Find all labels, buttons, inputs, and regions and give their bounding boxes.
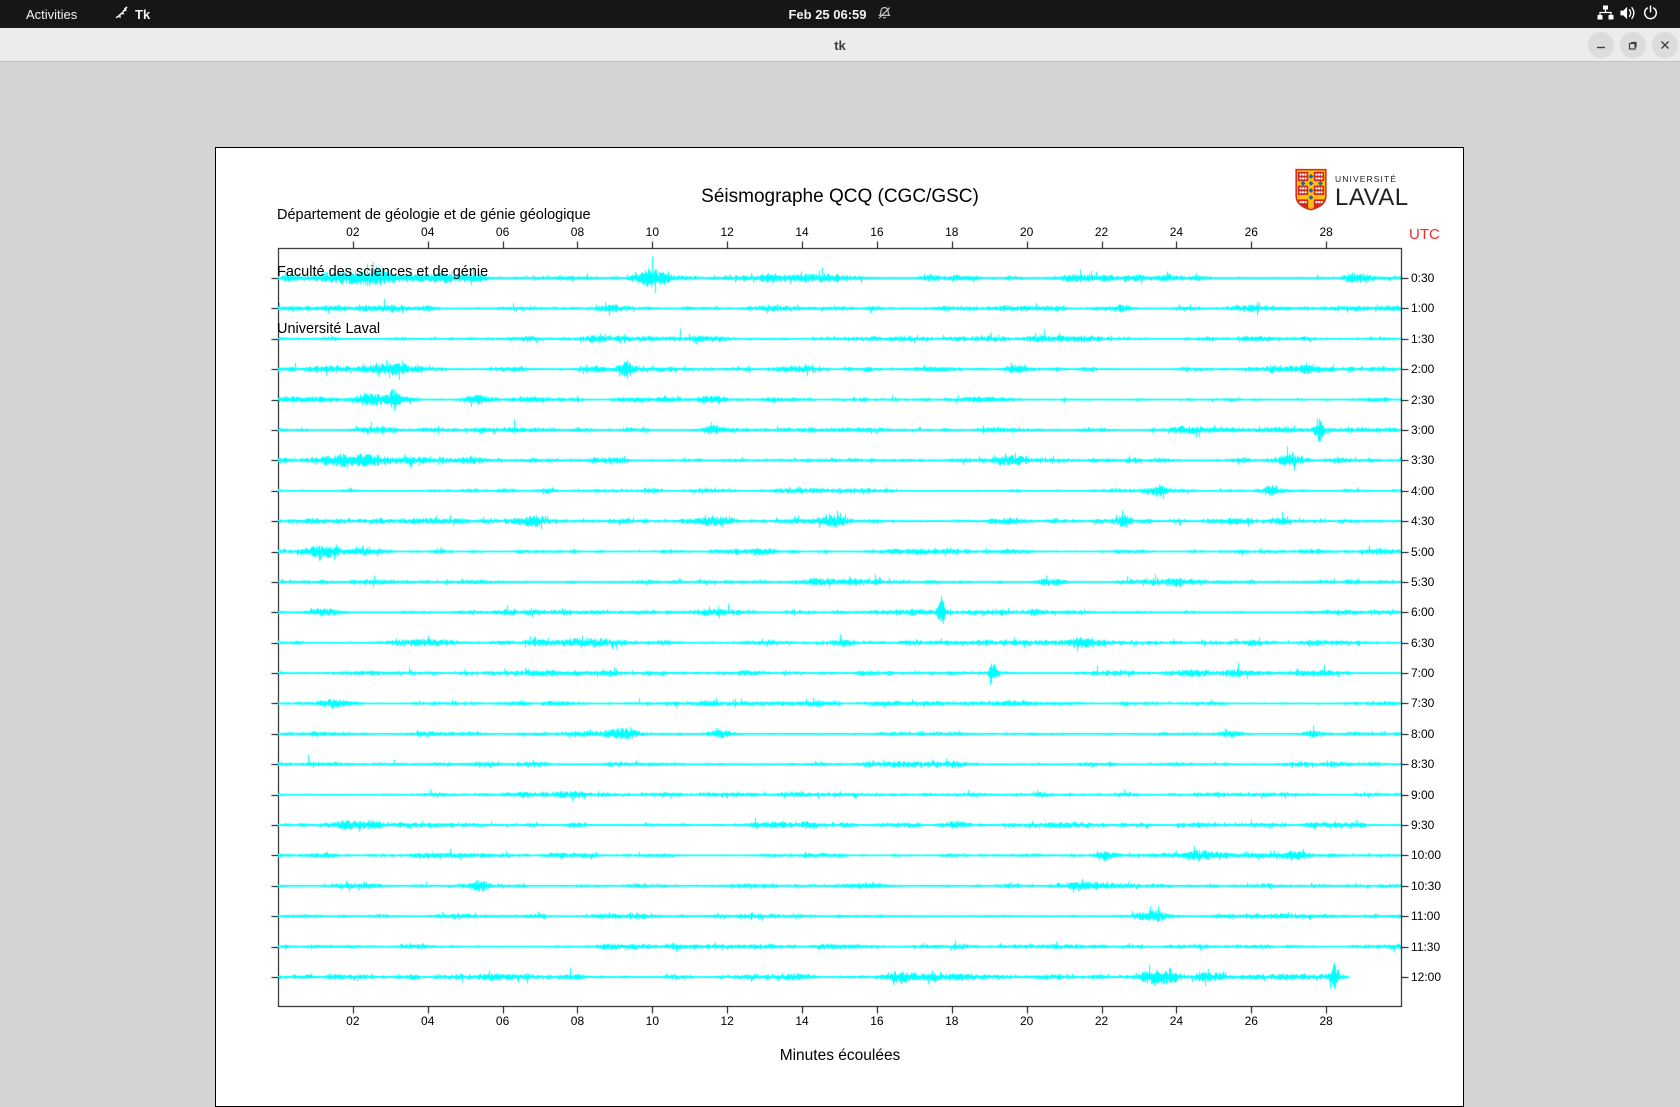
utc-time-label: 9:00: [1411, 787, 1435, 802]
utc-time-label: 1:00: [1411, 301, 1435, 316]
logo-universite-label: UNIVERSITÉ: [1335, 174, 1398, 185]
x-tick-label-top: 24: [1169, 225, 1184, 239]
x-tick-label-top: 16: [870, 225, 884, 239]
utc-time-label: 3:00: [1411, 422, 1435, 437]
clock-button[interactable]: Feb 25 06:59: [788, 6, 891, 23]
app-indicator-label: Tk: [135, 6, 151, 22]
utc-label: UTC: [1409, 226, 1440, 243]
power-icon: [1643, 5, 1658, 23]
utc-time-label: 2:00: [1411, 362, 1435, 377]
logo-laval-label: LAVAL: [1335, 183, 1409, 211]
department-header: Département de géologie et de génie géol…: [277, 168, 591, 377]
utc-time-label: 12:00: [1411, 969, 1442, 984]
x-tick-label-top: 10: [645, 225, 660, 239]
helicorder-trace-plot: [216, 148, 1464, 1106]
x-tick-label-top: 18: [945, 225, 959, 239]
laval-crest-icon: [1294, 168, 1328, 217]
activities-label: Activities: [26, 6, 78, 22]
x-tick-label-bottom: 04: [421, 1014, 435, 1028]
utc-time-label: 10:30: [1411, 878, 1442, 893]
utc-time-label: 11:00: [1411, 909, 1441, 924]
app-indicator-tk[interactable]: Tk: [106, 0, 158, 28]
clock-area: Feb 25 06:59: [0, 0, 1680, 28]
utc-time-label: 5:30: [1411, 574, 1435, 589]
window-titlebar[interactable]: tk: [0, 28, 1680, 62]
x-tick-label-bottom: 06: [495, 1014, 510, 1028]
x-tick-label-top: 02: [346, 225, 360, 239]
x-tick-label-bottom: 02: [346, 1014, 360, 1028]
seismograph-canvas-area: Département de géologie et de génie géol…: [215, 147, 1464, 1107]
utc-time-label: 0:30: [1411, 271, 1435, 285]
utc-time-label: 8:00: [1411, 726, 1435, 741]
plot-title: Séismographe QCQ (CGC/GSC): [701, 186, 979, 207]
header-line-1: Département de géologie et de génie géol…: [277, 207, 591, 223]
tk-window-body: Département de géologie et de génie géol…: [0, 62, 1680, 1107]
tk-feather-icon: [114, 5, 129, 23]
x-tick-label-top: 28: [1319, 225, 1333, 239]
x-tick-label-top: 06: [495, 225, 510, 239]
utc-time-label: 5:00: [1411, 544, 1435, 559]
header-line-3: Université Laval: [277, 321, 381, 337]
utc-time-label: 6:00: [1411, 605, 1435, 620]
maximize-button[interactable]: [1620, 32, 1646, 58]
x-tick-label-bottom: 12: [720, 1014, 734, 1028]
x-tick-label-bottom: 26: [1244, 1014, 1258, 1028]
utc-time-label: 10:00: [1411, 848, 1442, 863]
x-tick-label-top: 14: [795, 225, 809, 239]
x-tick-label-bottom: 18: [945, 1014, 959, 1028]
x-tick-label-top: 08: [570, 225, 585, 239]
x-tick-label-bottom: 28: [1319, 1014, 1333, 1028]
close-button[interactable]: [1652, 32, 1678, 58]
window-title: tk: [834, 37, 846, 53]
x-tick-label-bottom: 14: [795, 1014, 809, 1028]
x-tick-label-bottom: 16: [870, 1014, 884, 1028]
utc-time-label: 6:30: [1411, 635, 1435, 650]
utc-time-label: 8:30: [1411, 757, 1435, 772]
universite-laval-logo: UNIVERSITÉ LAVAL: [1294, 168, 1409, 217]
minimize-button[interactable]: [1588, 32, 1614, 58]
utc-time-label: 2:30: [1411, 392, 1435, 407]
utc-time-label: 3:30: [1411, 453, 1435, 468]
volume-icon: [1620, 6, 1637, 23]
x-tick-label-top: 04: [421, 225, 435, 239]
utc-time-label: 11:30: [1411, 939, 1441, 954]
x-tick-label-bottom: 08: [570, 1014, 585, 1028]
activities-button[interactable]: Activities: [16, 0, 87, 28]
x-tick-label-top: 20: [1019, 225, 1034, 239]
utc-time-label: 4:00: [1411, 483, 1435, 498]
utc-time-label: 1:30: [1411, 331, 1435, 346]
x-tick-label-top: 26: [1244, 225, 1258, 239]
utc-time-label: 7:30: [1411, 696, 1435, 711]
x-tick-label-bottom: 24: [1169, 1014, 1184, 1028]
x-tick-label-top: 12: [720, 225, 734, 239]
utc-time-label: 7:00: [1411, 666, 1435, 681]
header-line-2: Faculté des sciences et de génie: [277, 264, 489, 280]
system-status-area[interactable]: [1589, 0, 1666, 28]
notifications-muted-icon: [877, 6, 892, 23]
utc-time-label: 4:30: [1411, 514, 1435, 529]
gnome-top-bar: Activities Tk Feb 25 06:59: [0, 0, 1680, 28]
x-tick-label-top: 22: [1094, 225, 1109, 239]
x-tick-label-bottom: 22: [1094, 1014, 1109, 1028]
x-tick-label-bottom: 20: [1019, 1014, 1034, 1028]
utc-time-label: 9:30: [1411, 818, 1435, 833]
network-wired-icon: [1597, 5, 1614, 23]
x-tick-label-bottom: 10: [645, 1014, 660, 1028]
clock-label: Feb 25 06:59: [788, 6, 867, 22]
